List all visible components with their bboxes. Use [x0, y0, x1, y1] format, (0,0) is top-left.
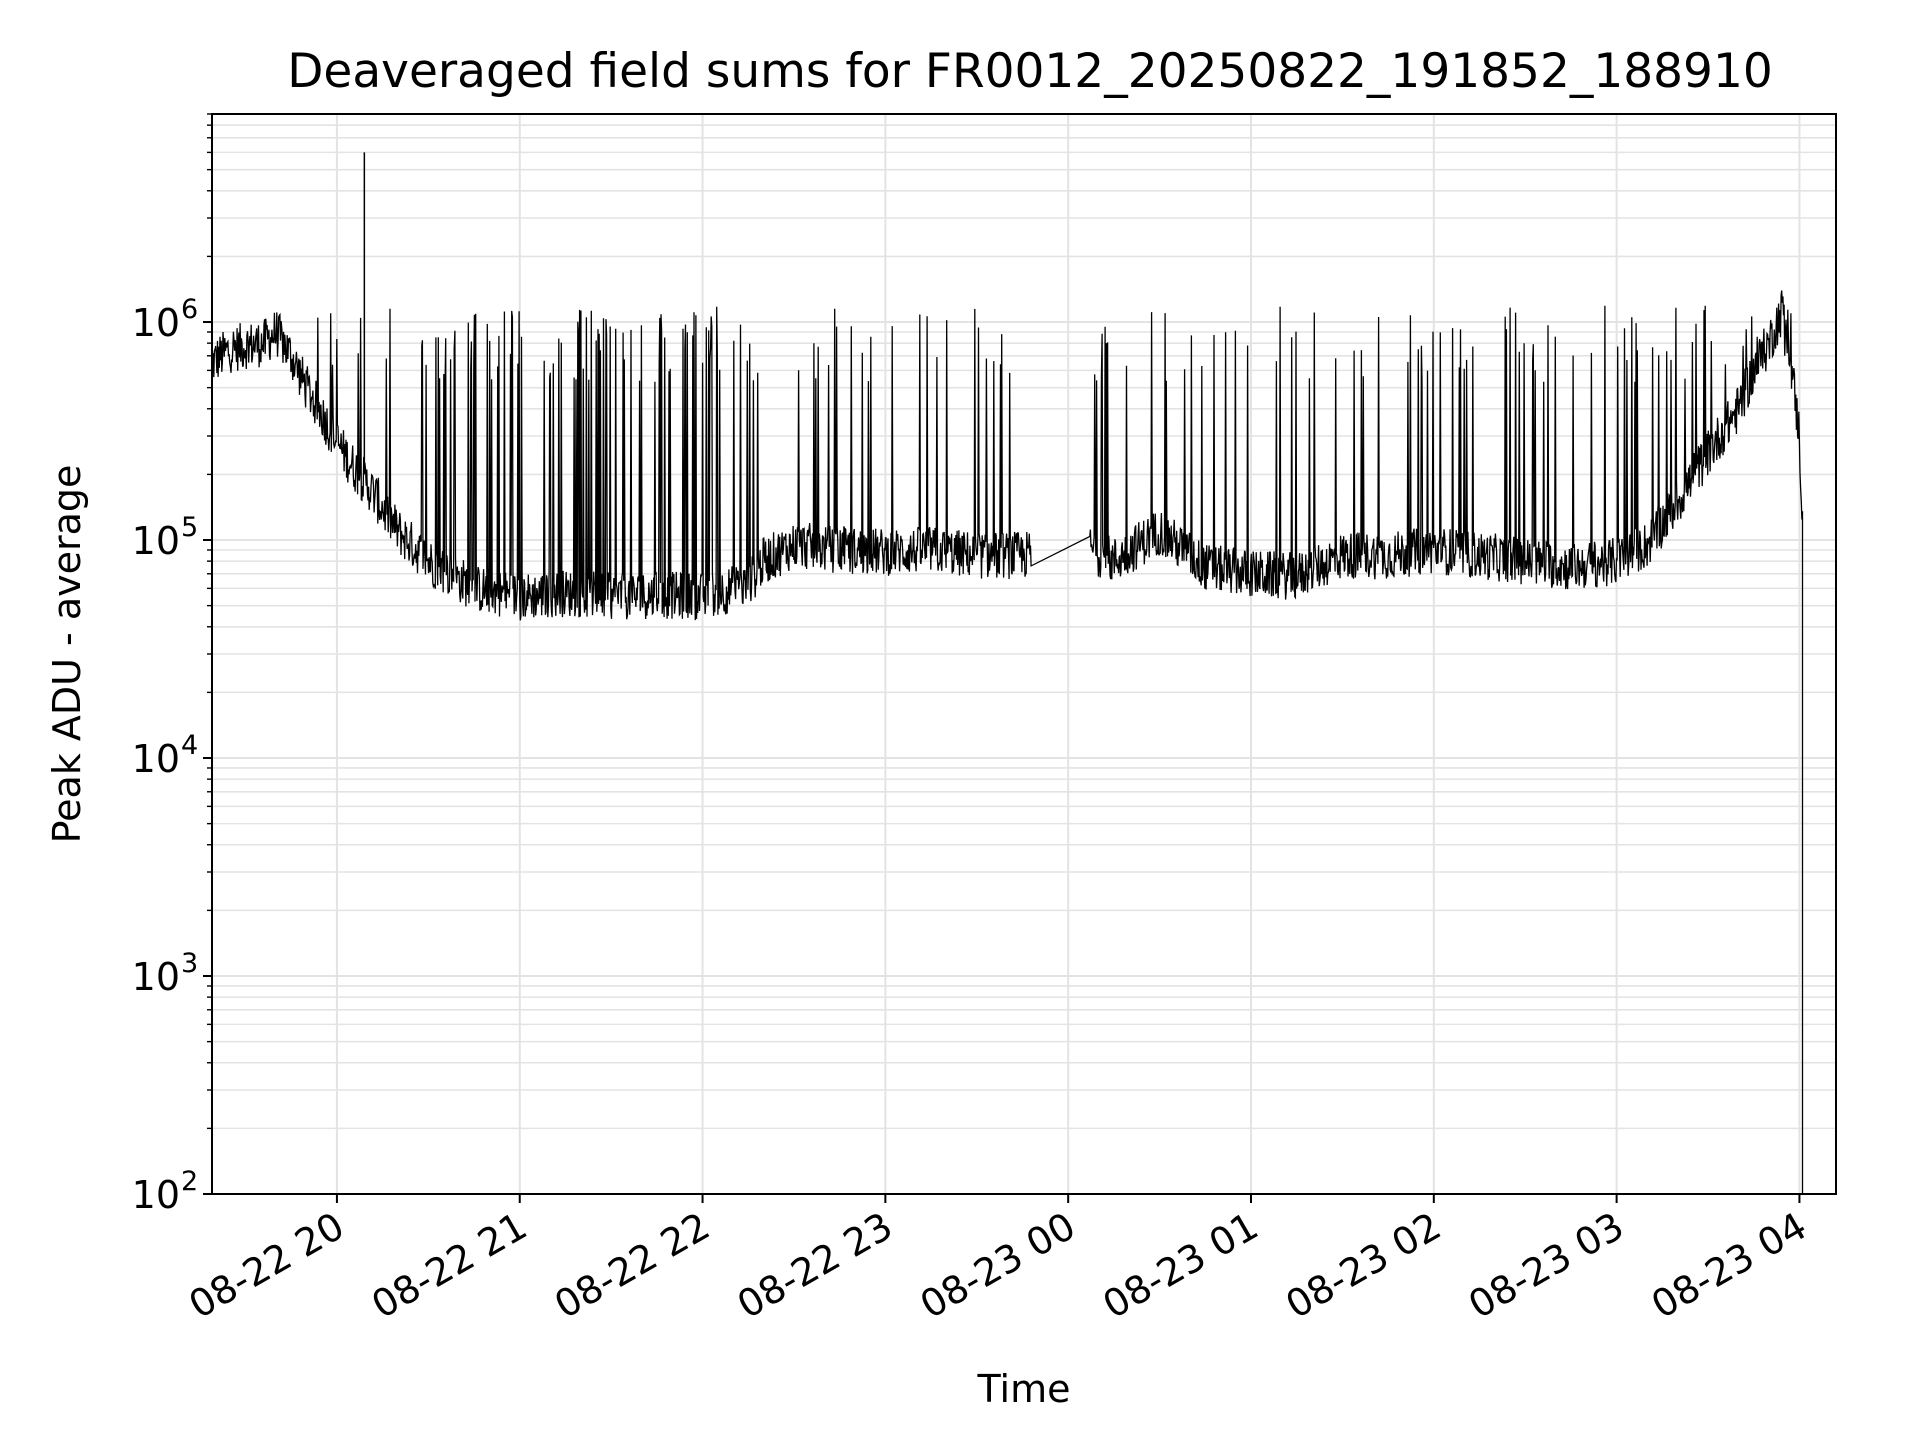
y-tick-base: 10	[132, 737, 180, 781]
y-tick-base: 10	[132, 1173, 180, 1217]
y-tick-base: 10	[132, 519, 180, 563]
y-tick-label: 10 3	[132, 948, 199, 999]
y-tick-base: 10	[132, 301, 180, 345]
x-tick-label: 08-23 00	[913, 1204, 1083, 1328]
x-tick-label: 08-22 22	[547, 1204, 717, 1328]
y-tick-exponent: 2	[181, 1166, 198, 1197]
x-axis: 08-22 20 08-22 21 08-22 22 08-22 23 08-23 00…	[181, 1194, 1814, 1328]
y-tick-base: 10	[132, 955, 180, 999]
x-tick-label: 08-23 01	[1096, 1204, 1266, 1328]
x-tick-label: 08-23 04	[1644, 1204, 1814, 1328]
x-tick-label: 08-22 20	[181, 1204, 351, 1328]
data-layer	[211, 152, 1804, 1194]
x-tick-label: 08-23 02	[1278, 1204, 1448, 1328]
y-tick-label: 10 4	[132, 730, 199, 781]
y-tick-label: 10 6	[132, 294, 199, 345]
y-tick-label: 10 2	[132, 1166, 199, 1217]
y-tick-exponent: 6	[181, 294, 198, 325]
y-tick-exponent: 4	[181, 730, 198, 761]
y-tick-exponent: 3	[181, 948, 198, 979]
x-axis-label: Time	[977, 1367, 1071, 1411]
chart-title: Deaveraged field sums for FR0012_2025082…	[287, 44, 1773, 99]
plot-frame	[211, 113, 1837, 1195]
y-axis-label: Peak ADU - average	[45, 465, 89, 844]
x-tick-label: 08-23 03	[1461, 1204, 1631, 1328]
x-tick-label: 08-22 23	[730, 1204, 900, 1328]
x-tick-label: 08-22 21	[364, 1204, 534, 1328]
grid	[203, 113, 1836, 1195]
series-line	[211, 290, 1804, 1194]
y-tick-exponent: 5	[181, 512, 198, 543]
y-tick-label: 10 5	[132, 512, 199, 563]
